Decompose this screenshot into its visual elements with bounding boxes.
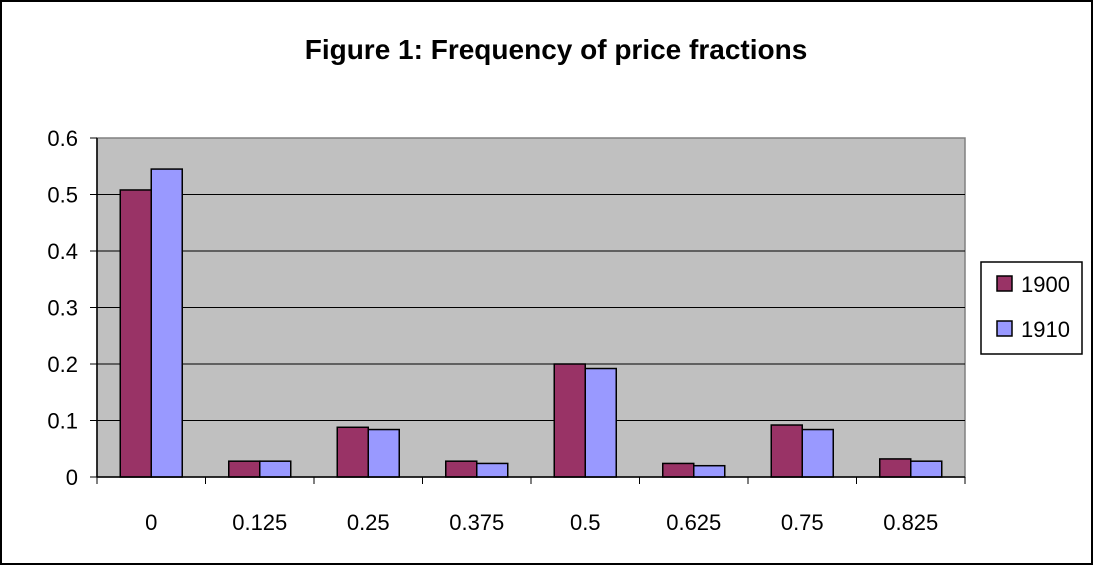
x-tick-label: 0.125: [232, 510, 287, 535]
y-tick-label: 0.5: [47, 183, 78, 208]
bar-1900-0.375: [445, 460, 478, 478]
y-tick-label: 0.1: [47, 409, 78, 434]
bar-1900-0.125: [228, 460, 261, 478]
bar-1910-0.125: [259, 460, 292, 478]
y-tick-label: 0: [66, 465, 78, 490]
bar-1900-0.75: [770, 424, 803, 478]
bar-1900-0.25: [336, 426, 369, 478]
bars: [119, 168, 943, 478]
x-tick-label: 0: [145, 510, 157, 535]
bar-1910-0.25: [367, 428, 400, 478]
x-tick-label: 0.5: [570, 510, 601, 535]
gridlines: [97, 194, 965, 421]
legend-swatch-1900: [996, 275, 1013, 292]
bar-1900-0.825: [879, 458, 912, 478]
x-tick-label: 0.825: [883, 510, 938, 535]
y-tick-label: 0.4: [47, 239, 78, 264]
bar-1910-0.375: [476, 462, 509, 478]
y-tick-label: 0.3: [47, 296, 78, 321]
y-tick-label: 0.2: [47, 352, 78, 377]
x-tick-label: 0.75: [781, 510, 824, 535]
bar-1900-0: [119, 189, 152, 478]
y-tick-label: 0.6: [47, 126, 78, 151]
bar-1910-0.825: [910, 460, 943, 478]
bar-1910-0.5: [584, 367, 617, 478]
legend: 1900 1910: [980, 261, 1083, 355]
legend-label-1910: 1910: [1021, 317, 1070, 342]
x-tick-label: 0.25: [347, 510, 390, 535]
bar-1900-0.5: [553, 363, 586, 478]
chart-title: Figure 1: Frequency of price fractions: [305, 34, 808, 65]
x-tick-label: 0.375: [449, 510, 504, 535]
legend-label-1900: 1900: [1021, 272, 1070, 297]
legend-swatch-1910: [996, 320, 1013, 337]
bar-1900-0.625: [662, 462, 695, 478]
bar-1910-0.625: [693, 464, 726, 478]
axes: 0 0.1 0.2 0.3 0.4 0.5 0.6 0 0.125 0.25 0.375 0.5 0.6…: [47, 126, 966, 535]
bar-1910-0: [150, 168, 183, 478]
bar-1910-0.75: [801, 428, 834, 478]
x-tick-label: 0.625: [666, 510, 721, 535]
